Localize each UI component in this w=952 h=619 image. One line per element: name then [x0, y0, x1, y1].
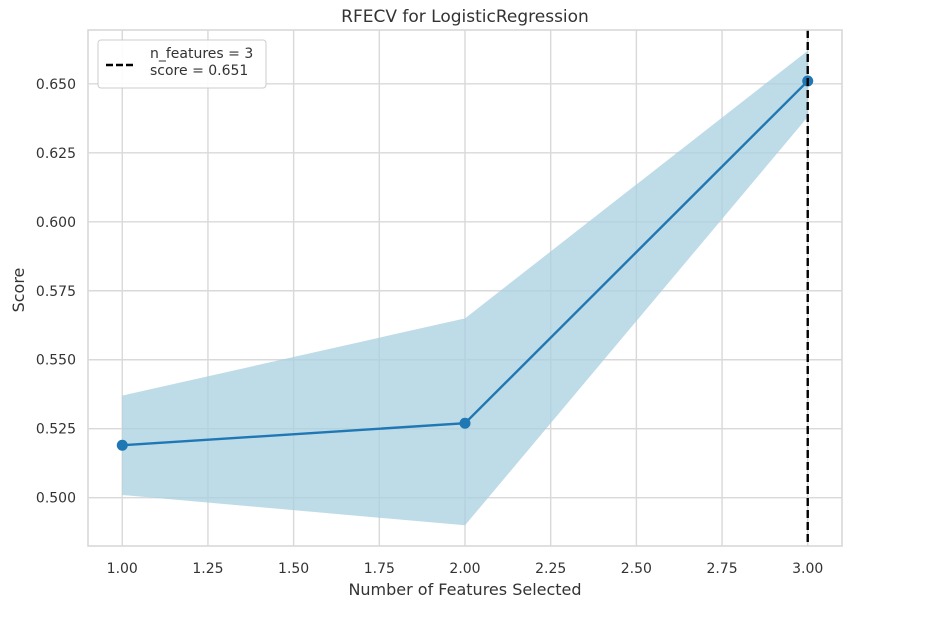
y-tick-label-4: 0.600 [36, 215, 76, 231]
x-tick-label-2: 1.50 [278, 561, 309, 577]
legend-entry-1: score = 0.651 [150, 63, 248, 79]
score-confidence-band [122, 50, 808, 526]
y-tick-label-1: 0.525 [36, 422, 76, 438]
data-point-1 [459, 417, 471, 429]
x-axis-label: Number of Features Selected [348, 580, 581, 599]
legend-entry-0: n_features = 3 [150, 46, 253, 62]
x-tick-label-7: 2.75 [706, 561, 737, 577]
plot-border [87, 29, 843, 547]
plot-area: 1.00 1.25 1.50 1.75 2.00 2.25 2.50 2.75 3.00 0.50… [36, 29, 843, 577]
x-tick-label-1: 1.25 [192, 561, 223, 577]
y-tick-label-6: 0.650 [36, 77, 76, 93]
x-tick-label-5: 2.25 [535, 561, 566, 577]
x-tick-label-6: 2.50 [621, 561, 652, 577]
x-tick-label-4: 2.00 [449, 561, 480, 577]
y-tick-label-5: 0.625 [36, 146, 76, 162]
y-axis-label: Score [9, 268, 28, 313]
x-tick-label-0: 1.00 [107, 561, 138, 577]
legend-box [97, 39, 267, 89]
x-tick-label-3: 1.75 [364, 561, 395, 577]
y-tick-label-3: 0.575 [36, 284, 76, 300]
y-tick-label-0: 0.500 [36, 491, 76, 507]
y-tick-label-2: 0.550 [36, 353, 76, 369]
chart-title: RFECV for LogisticRegression [341, 7, 589, 27]
x-tick-label-8: 3.00 [792, 561, 823, 577]
data-point-0 [116, 439, 128, 451]
